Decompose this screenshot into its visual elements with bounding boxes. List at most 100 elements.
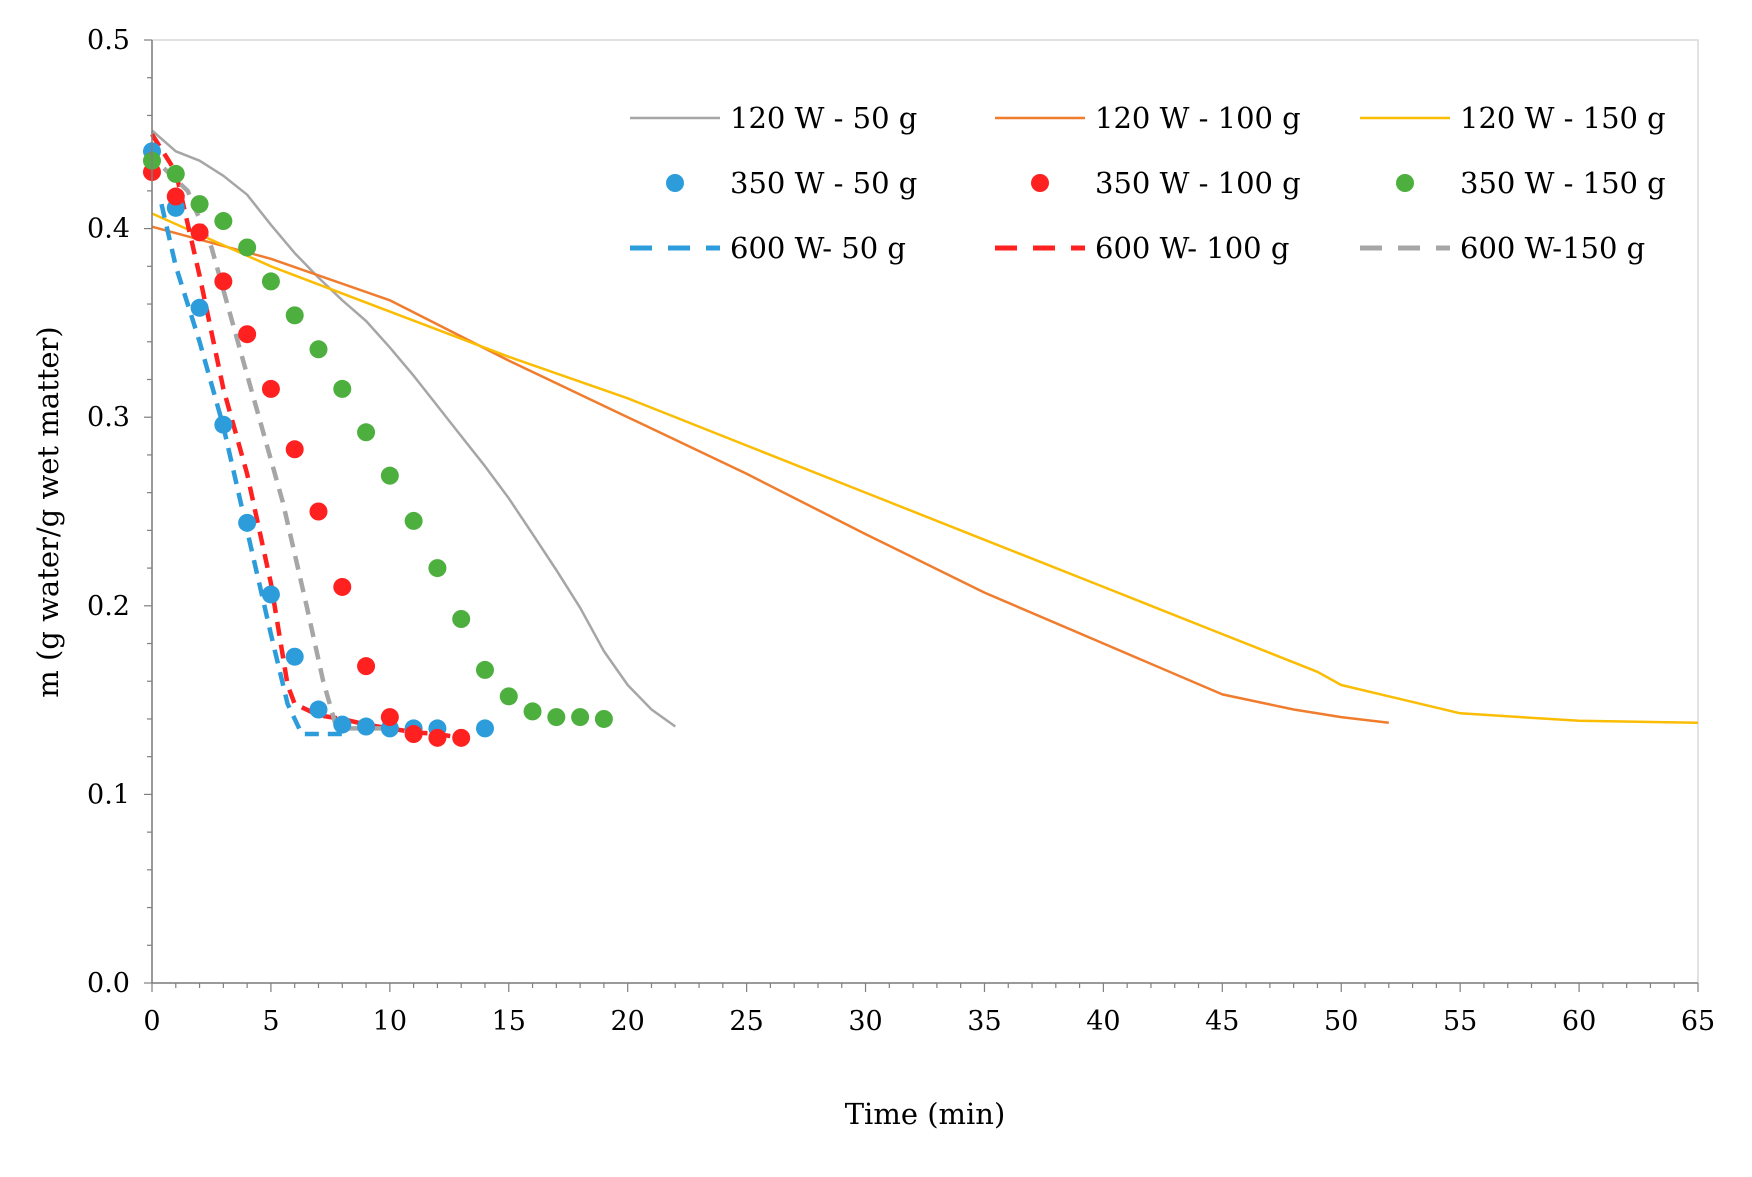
legend-entry-350-w-100-g: 350 W - 100 g [1031, 166, 1301, 200]
x-tick-label: 40 [1086, 1006, 1120, 1037]
series-350-w-100-g [143, 163, 471, 747]
x-tick-label: 30 [848, 1006, 882, 1037]
data-point [357, 717, 376, 736]
x-axis-title: Time (min) [845, 1097, 1006, 1131]
data-point [452, 610, 471, 629]
data-point [285, 647, 304, 666]
y-axis-title: m (g water/g wet matter) [31, 326, 65, 697]
legend-label: 350 W - 150 g [1460, 166, 1666, 200]
series-120-w-50-g [151, 129, 677, 728]
legend-entry-350-w-150-g: 350 W - 150 g [1396, 166, 1666, 200]
data-point [214, 212, 233, 231]
x-tick-label: 35 [967, 1006, 1001, 1037]
series-line [151, 129, 677, 728]
data-point [166, 187, 185, 206]
data-point [380, 708, 399, 727]
series-line [151, 225, 1389, 724]
series-line [159, 203, 343, 737]
y-tick-label: 0.1 [87, 779, 130, 810]
data-point [333, 379, 352, 398]
series-line [150, 133, 462, 741]
x-tick-label: 5 [262, 1006, 279, 1037]
x-tick-label: 10 [373, 1006, 407, 1037]
data-point [523, 702, 542, 721]
data-point [285, 306, 304, 325]
series-600-w-50-g [159, 203, 343, 737]
data-point [285, 440, 304, 459]
data-point [309, 340, 328, 359]
series-line [151, 212, 1699, 724]
legend: 120 W - 50 g 120 W - 100 g 120 W - 150 g 35… [630, 101, 1666, 265]
legend-marker [1396, 174, 1414, 192]
legend-entry-350-w-50-g: 350 W - 50 g [666, 166, 917, 200]
data-point [475, 660, 494, 679]
data-point [404, 511, 423, 530]
series-600-w-100-g [150, 133, 462, 741]
series-layer [143, 129, 1699, 747]
data-point [238, 238, 257, 257]
legend-label: 600 W-150 g [1460, 231, 1645, 265]
plot-area [151, 39, 1699, 984]
data-point [238, 513, 257, 532]
axes-layer: 0.0 0.1 0.2 0.3 0.4 0.5 0 5 10 15 20 25 30 35 40 45 50 55… [87, 25, 1715, 1037]
x-tick-label: 60 [1562, 1006, 1596, 1037]
legend-marker [1031, 174, 1049, 192]
x-tick-label: 65 [1681, 1006, 1715, 1037]
data-point [571, 708, 590, 727]
legend-entry-120-w-50-g: 120 W - 50 g [630, 101, 917, 135]
legend-entry-600-w-100-g: 600 W- 100 g [995, 231, 1289, 265]
y-tick-label: 0.0 [87, 968, 130, 999]
x-tick-label: 50 [1324, 1006, 1358, 1037]
data-point [190, 298, 209, 317]
y-tick-label: 0.2 [87, 591, 130, 622]
data-point [547, 708, 566, 727]
series-120-w-150-g [151, 212, 1699, 724]
data-point [404, 725, 423, 744]
legend-label: 350 W - 50 g [730, 166, 917, 200]
data-point [261, 585, 280, 604]
data-point [452, 728, 471, 747]
data-point [214, 415, 233, 434]
data-point [428, 559, 447, 578]
data-point [190, 195, 209, 214]
y-tick-label: 0.3 [87, 402, 130, 433]
x-tick-label: 55 [1443, 1006, 1477, 1037]
legend-entry-120-w-150-g: 120 W - 150 g [1360, 101, 1666, 135]
y-tick-label: 0.5 [87, 25, 130, 56]
data-point [309, 700, 328, 719]
data-point [309, 502, 328, 521]
legend-entry-600-w-50-g: 600 W- 50 g [630, 231, 906, 265]
data-point [333, 715, 352, 734]
data-point [499, 687, 518, 706]
legend-label: 600 W- 50 g [730, 231, 906, 265]
data-point [166, 164, 185, 183]
legend-label: 600 W- 100 g [1095, 231, 1289, 265]
x-tick-label: 45 [1205, 1006, 1239, 1037]
legend-entry-600-w-150-g: 600 W-150 g [1360, 231, 1645, 265]
legend-entry-120-w-100-g: 120 W - 100 g [995, 101, 1301, 135]
data-point [261, 272, 280, 291]
data-point [261, 379, 280, 398]
data-point [214, 272, 233, 291]
x-tick-label: 0 [143, 1006, 160, 1037]
data-point [475, 719, 494, 738]
x-tick-label: 20 [611, 1006, 645, 1037]
data-point [428, 728, 447, 747]
x-tick-label: 15 [492, 1006, 526, 1037]
series-350-w-150-g [143, 151, 613, 728]
x-tick-label: 25 [729, 1006, 763, 1037]
legend-marker [666, 174, 684, 192]
legend-label: 120 W - 50 g [730, 101, 917, 135]
legend-label: 350 W - 100 g [1095, 166, 1301, 200]
data-point [594, 709, 613, 728]
data-point [357, 423, 376, 442]
y-tick-label: 0.4 [87, 214, 130, 245]
data-point [357, 657, 376, 676]
legend-label: 120 W - 100 g [1095, 101, 1301, 135]
data-point [380, 466, 399, 485]
series-120-w-100-g [151, 225, 1389, 724]
data-point [190, 223, 209, 242]
data-point [333, 577, 352, 596]
